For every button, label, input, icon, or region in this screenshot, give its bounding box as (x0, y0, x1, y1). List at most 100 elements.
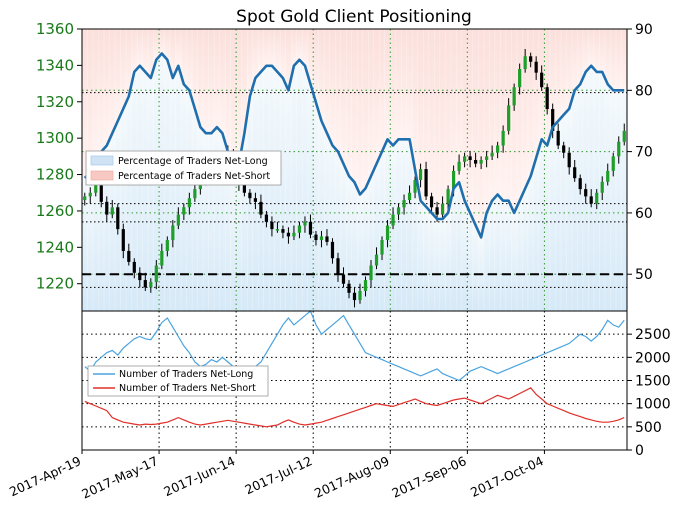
short-share-bar (247, 29, 254, 97)
long-share-bar (148, 78, 154, 311)
short-share-bar (351, 29, 358, 183)
legend-label-net-short: Percentage of Traders Net-Short (118, 171, 270, 182)
long-share-bar (533, 157, 540, 311)
long-share-bar (302, 65, 309, 311)
candle-body (523, 56, 527, 70)
short-share-bar (82, 29, 88, 177)
long-share-bar (175, 65, 182, 311)
short-share-bar (109, 29, 116, 134)
candlestick (545, 83, 549, 115)
candle-body (485, 156, 489, 160)
short-share-bar (120, 29, 127, 109)
short-share-bar (87, 29, 94, 183)
short-share-bar (478, 29, 485, 238)
candle-body (518, 69, 522, 88)
candle-body (248, 192, 252, 199)
candle-body (479, 159, 483, 164)
y-right-tick-label: 1500 (635, 374, 671, 390)
short-share-bar (555, 29, 562, 121)
long-share-bar (549, 127, 556, 311)
y-left-tick-label: 1300 (36, 129, 74, 147)
long-share-bar (351, 182, 358, 311)
y-left-tick-label: 1260 (36, 202, 74, 220)
candle-body (551, 109, 555, 131)
long-share-bar (241, 133, 248, 311)
price-legend: Percentage of Traders Net-Long Percentag… (85, 150, 282, 186)
candlestick (292, 225, 296, 241)
long-share-bar (423, 206, 430, 311)
candle-body (182, 207, 186, 215)
candlestick (143, 272, 147, 291)
y-right-tick-label: 60 (635, 206, 653, 222)
candle-body (600, 181, 604, 193)
short-share-bar (549, 29, 556, 128)
candle-body (160, 250, 164, 266)
long-share-bar (120, 108, 127, 312)
candlestick (496, 141, 500, 159)
short-share-bar (318, 29, 325, 121)
candlestick (165, 236, 169, 257)
candle-body (512, 87, 516, 106)
short-share-bar (604, 29, 611, 85)
long-share-bar (494, 194, 501, 311)
candle-body (187, 198, 191, 208)
short-share-bar (340, 29, 347, 164)
short-share-bar (170, 29, 176, 79)
candle-body (534, 61, 538, 73)
traders-panel: 0 500 1000 1500 2000 2500 2017-Apr-192017-May… (7, 310, 671, 502)
candle-body (385, 225, 390, 241)
short-share-bar (93, 29, 99, 158)
short-share-bar (401, 29, 408, 140)
long-share-bar (274, 71, 281, 311)
legend-label-traders-short: Number of Traders Net-Short (119, 383, 256, 394)
long-share-bar (362, 188, 369, 311)
short-share-bar (560, 29, 567, 115)
long-share-bar (318, 120, 325, 312)
candle-body (94, 185, 98, 193)
candle-body (171, 225, 175, 241)
long-share-bar (577, 84, 584, 311)
candlestick (110, 200, 114, 219)
y-right-tick-label: 2500 (635, 327, 671, 343)
candle-body (440, 203, 445, 215)
candlestick (518, 63, 522, 95)
short-share-bar (219, 29, 226, 134)
candle-body (286, 232, 291, 237)
y-left-tick-label: 1340 (36, 56, 74, 74)
long-share-bar (225, 151, 232, 311)
short-share-bar (412, 29, 419, 170)
long-share-bar (588, 65, 595, 311)
candle-body (457, 161, 461, 171)
candle-body (369, 265, 373, 281)
short-share-bar (428, 29, 435, 213)
short-share-bar (450, 29, 457, 189)
candle-body (407, 192, 412, 201)
candlestick (171, 220, 175, 248)
short-share-bar (225, 29, 232, 152)
candlestick (319, 230, 324, 248)
long-share-bar (335, 151, 342, 311)
long-share-bar (500, 200, 507, 311)
candlestick (457, 154, 461, 175)
chart-title: Spot Gold Client Positioning (236, 7, 472, 27)
candlestick (529, 52, 533, 68)
candlestick (463, 152, 467, 168)
candlestick (352, 287, 357, 308)
short-share-bar (302, 29, 309, 66)
candle-body (341, 274, 346, 284)
short-share-bar (236, 29, 243, 164)
candle-body (121, 229, 125, 251)
long-share-bar (263, 65, 270, 311)
candle-body (88, 192, 92, 197)
short-share-bar (192, 29, 199, 109)
candlestick (540, 65, 544, 91)
candle-body (584, 189, 588, 197)
x-tick-label: 2017-Oct-04 (468, 453, 546, 500)
x-tick-label: 2017-Jul-12 (242, 453, 314, 497)
long-share-bar (472, 225, 479, 311)
short-share-bar (335, 29, 342, 152)
candlestick (622, 123, 626, 146)
short-share-bar (274, 29, 281, 72)
candle-body (424, 169, 428, 197)
candlestick (325, 229, 329, 246)
